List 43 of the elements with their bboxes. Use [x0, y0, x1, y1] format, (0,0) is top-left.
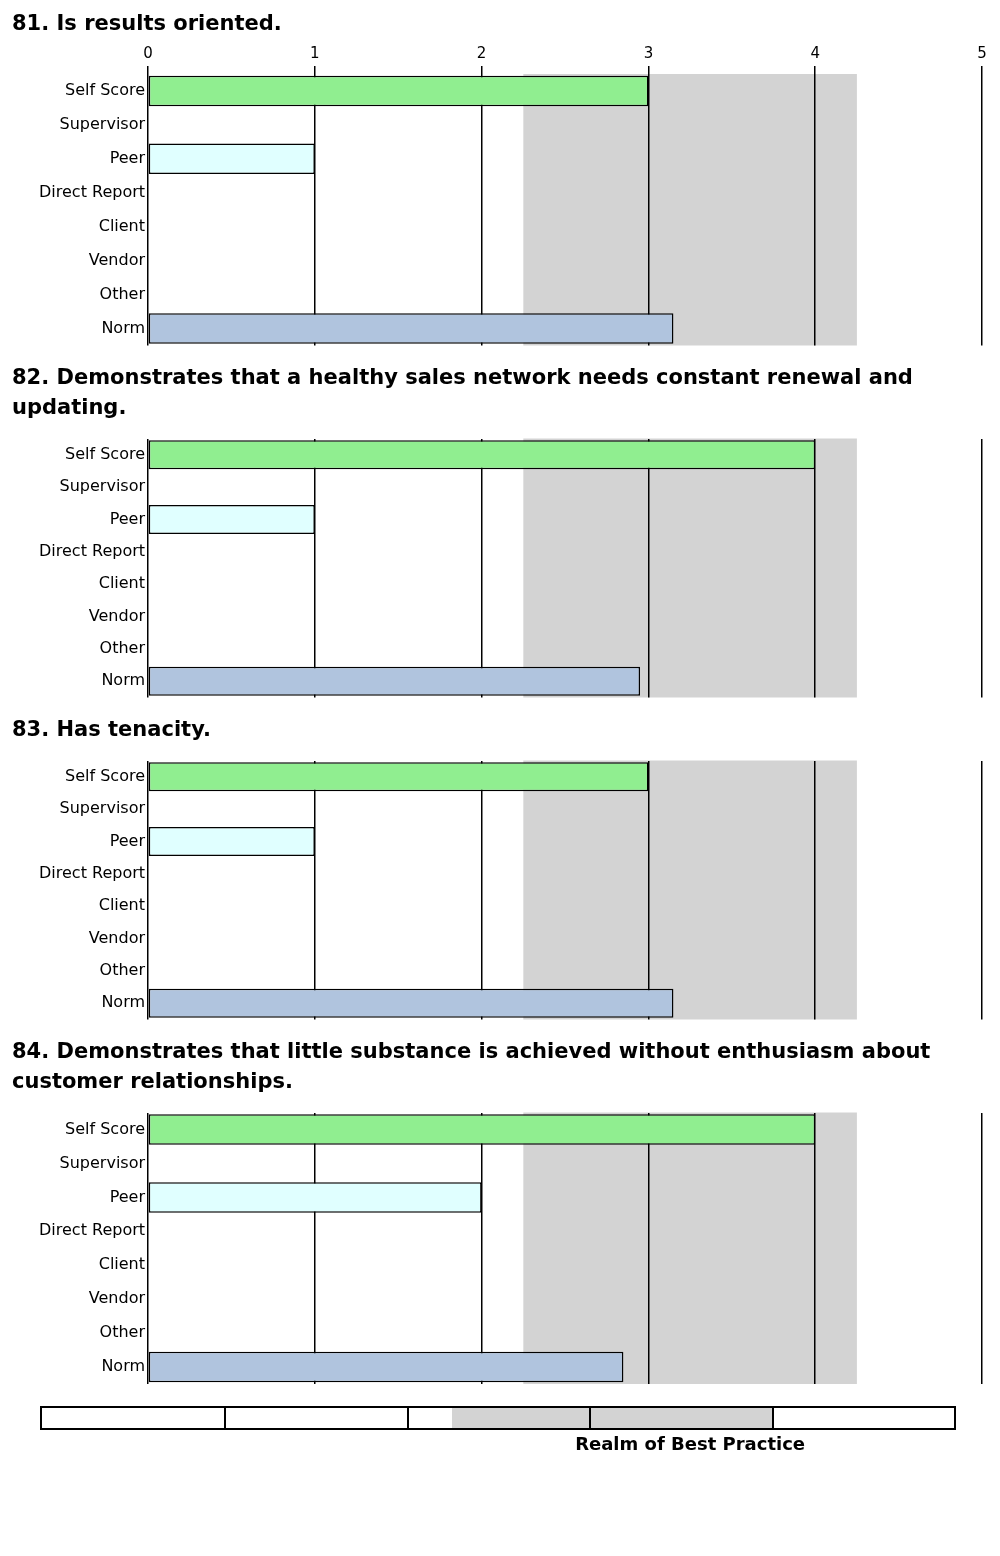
y-tick-label: Supervisor [59, 798, 146, 818]
y-tick-label: Client [98, 215, 146, 235]
y-tick-label: Other [99, 638, 146, 658]
y-tick-label: Self Score [65, 443, 146, 463]
y-tick-label: Norm [101, 317, 146, 337]
y-tick-label: Self Score [65, 1118, 146, 1138]
y-tick-label: Client [98, 895, 146, 915]
y-tick-label: Self Score [65, 765, 146, 785]
x-tick-label: 0 [143, 43, 153, 62]
y-tick-label: Other [99, 1322, 146, 1342]
y-tick-label: Vendor [88, 927, 146, 947]
y-tick-label: Supervisor [59, 476, 146, 496]
y-tick-label: Norm [101, 670, 146, 690]
x-tick-label: 2 [476, 43, 487, 62]
y-tick-label: Direct Report [39, 540, 146, 560]
y-tick-label: Direct Report [39, 181, 146, 201]
x-tick-label: 5 [977, 43, 987, 62]
y-tick-label: Client [98, 1254, 146, 1274]
y-tick-label: Supervisor [59, 114, 146, 134]
y-tick-label: Vendor [88, 249, 146, 269]
y-tick-label: Vendor [88, 1288, 146, 1308]
x-tick-label: 1 [310, 43, 320, 62]
band-label: Realm of Best Practice [575, 1432, 806, 1454]
y-tick-label: Norm [101, 992, 146, 1012]
y-tick-label: Peer [109, 147, 146, 167]
y-tick-label: Peer [109, 1186, 146, 1206]
chart-title: 84. Demonstrates that little substance is achieved without enthusiasm about customer relationships. [12, 1038, 932, 1095]
chart-title: 81. Is results oriented. [12, 10, 283, 37]
x-tick-label: 4 [810, 43, 820, 62]
y-tick-label: Norm [101, 1356, 146, 1376]
y-tick-label: Self Score [65, 80, 146, 100]
y-tick-label: Peer [109, 508, 146, 528]
y-tick-label: Vendor [88, 605, 146, 625]
chart-title: 82. Demonstrates that a healthy sales network needs constant renewal and updating. [12, 364, 914, 421]
y-tick-label: Client [98, 573, 146, 593]
y-tick-label: Supervisor [59, 1152, 146, 1172]
x-tick-label: 3 [643, 43, 654, 62]
y-tick-label: Direct Report [39, 1220, 146, 1240]
chart-title: 83. Has tenacity. [12, 716, 212, 743]
y-tick-label: Peer [109, 830, 146, 850]
y-tick-label: Direct Report [39, 862, 146, 882]
y-tick-label: Other [99, 283, 146, 303]
y-tick-label: Other [99, 960, 146, 980]
